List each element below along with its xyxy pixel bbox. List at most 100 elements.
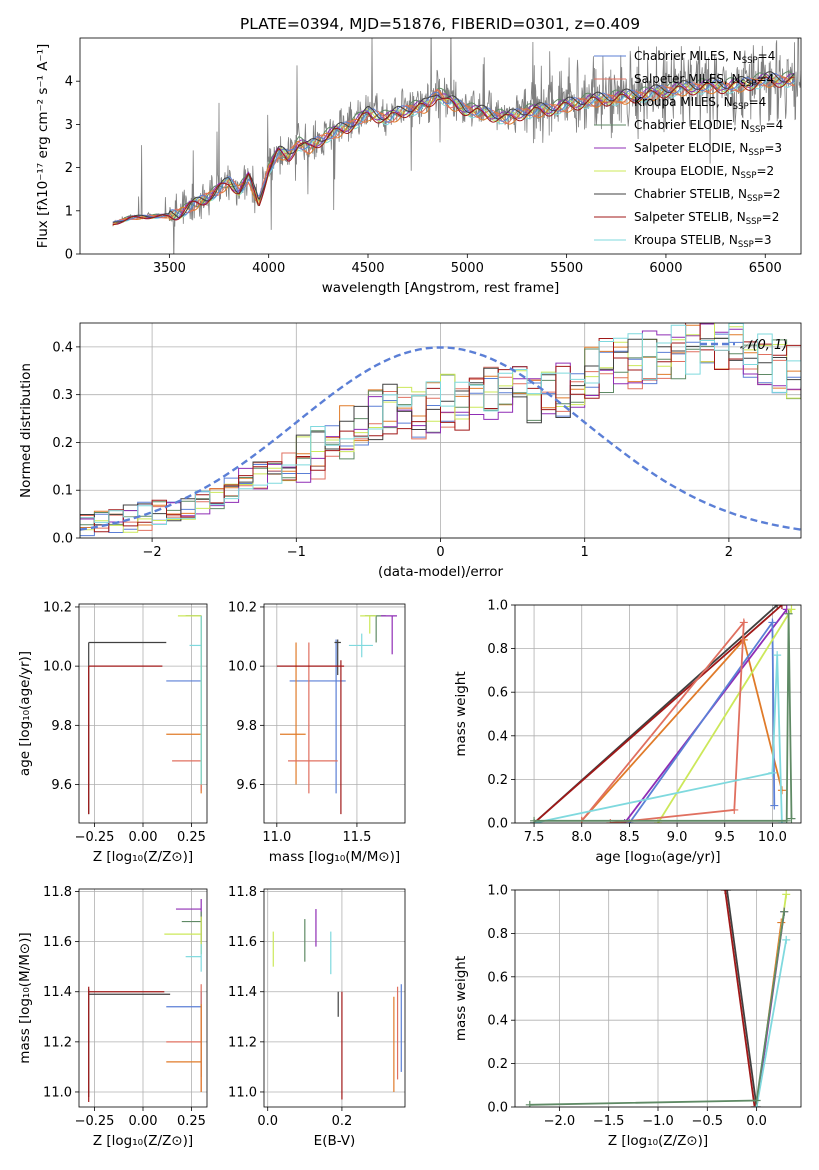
spectrum-legend-label-sub: SSP <box>747 194 763 204</box>
spectrum-legend-label-tail: =4 <box>766 118 784 132</box>
mass_vs_Z-ytick-label: 11.8 <box>43 885 72 900</box>
residuals-frame <box>79 322 802 539</box>
spectrum-legend-label: Chabrier MILES, NSSP=4 <box>634 49 775 66</box>
mass_weight_vs_age-line-salpeter_miles <box>581 619 745 823</box>
mass_weight_vs_Z-xtick-label: −2.0 <box>544 1114 576 1129</box>
spectrum-legend-label-tail: =3 <box>754 233 772 247</box>
mass_weight_vs_age-xtick-label: 9.0 <box>667 830 688 845</box>
mass_weight_vs_Z-ytick-label: 1.0 <box>487 884 508 899</box>
age_vs_Z-frame <box>78 603 208 824</box>
mass_weight_vs_age-ytick-label: 0.6 <box>487 686 508 701</box>
mass_weight_vs_Z-marker-chabrier_elodie <box>780 907 789 916</box>
residual-histogram-chabrier_miles <box>80 333 801 538</box>
spectrum-legend-label-tail: =2 <box>756 164 774 178</box>
spectrum-model-line-chabrier_stelib <box>112 71 795 223</box>
residual-histogram-kroupa_miles <box>80 324 801 538</box>
mass_weight_vs_age-marker-chabrier_elodie <box>787 814 796 823</box>
age_vs_Z-ytick-label: 9.8 <box>51 719 72 734</box>
mass_weight_vs_age-marker-chabrier_miles <box>768 618 777 627</box>
spectrum-legend-label-tail: =2 <box>762 210 780 224</box>
spectrum-legend-label-base: Chabrier STELIB, N <box>634 187 747 201</box>
mass_vs_ebv-ytick-label: 11.4 <box>228 985 257 1000</box>
mass_weight_vs_age-xtick-label: 7.5 <box>524 830 545 845</box>
age_vs_mass-xtick-label: 11.5 <box>342 830 371 845</box>
residuals-plot-area <box>80 323 801 538</box>
mass_vs_Z-xtick-label: −0.25 <box>75 1114 115 1129</box>
mass_weight_vs_age-marker-chabrier_miles <box>770 801 779 810</box>
mass_weight_vs_Z-marker-chabrier_elodie <box>752 1096 761 1105</box>
age_vs_mass-ytick-label: 9.6 <box>236 778 257 793</box>
mass_vs_Z-xtick-label: 0.25 <box>177 1114 206 1129</box>
mass_weight_vs_Z-xtick-label: −0.5 <box>692 1114 724 1129</box>
spectrum-xtick-label: 5500 <box>550 261 583 276</box>
age_vs_Z-ylabel: age [log₁₀(age/yr)] <box>17 651 33 776</box>
spectrum-legend-label: Salpeter ELODIE, NSSP=3 <box>634 141 782 158</box>
residuals-xtick-label: 1 <box>581 545 589 560</box>
mass_weight_vs_Z-plot-area <box>525 890 791 1107</box>
mass_weight_vs_age-xtick-label: 8.5 <box>619 830 640 845</box>
spectrum-legend-label-sub: SSP <box>750 125 766 135</box>
mass_weight_vs_age-marker-salpeter_miles <box>730 805 739 814</box>
mass_weight_vs_Z-panel: −2.0 −1.5 −1.0 −0.5 0.0 0.0 0.2 0.4 0.6 0.8 1.0 Z [… <box>453 884 802 1149</box>
mass_weight_vs_age-marker-kroupa_stelib <box>773 651 782 660</box>
mass_weight_vs_Z-xtick-label: 0.0 <box>746 1114 767 1129</box>
spectrum-xtick-label: 6000 <box>649 261 682 276</box>
spectrum-legend-label-tail: =4 <box>756 72 774 86</box>
age_vs_mass-ytick-label: 10.2 <box>228 600 257 615</box>
mass_vs_ebv-ytick-label: 11.8 <box>228 885 257 900</box>
mass_weight_vs_age-marker-kroupa_elodie <box>787 605 796 614</box>
residuals-ytick-label: 0.0 <box>52 532 73 547</box>
spectrum-legend-label-base: Salpeter MILES, N <box>634 72 741 86</box>
spectrum-legend-label-base: Chabrier MILES, N <box>634 49 742 63</box>
mass_vs_ebv-frame <box>263 888 406 1108</box>
spectrum-ytick-label: 0 <box>65 248 73 263</box>
residual-histogram-salpeter_miles <box>80 323 801 538</box>
spectrum-legend-label: Salpeter MILES, NSSP=4 <box>634 72 774 89</box>
age_vs_Z-plot-area <box>88 615 202 815</box>
mass_weight_vs_age-xlabel: age [log₁₀(age/yr)] <box>595 849 720 865</box>
spectrum-legend-label: Chabrier ELODIE, NSSP=4 <box>634 118 783 135</box>
mass_weight_vs_age-plot-area <box>530 605 796 823</box>
age_vs_Z-ytick-label: 9.6 <box>51 778 72 793</box>
spectrum-ytick-label: 4 <box>65 75 73 90</box>
spectrum-legend-label-tail: =2 <box>763 187 781 201</box>
residuals-xtick-label: −2 <box>143 545 162 560</box>
age_vs_mass-ytick-label: 10.0 <box>228 660 257 675</box>
spectrum-ytick-label: 2 <box>65 161 73 176</box>
mass_weight_vs_age-xtick-label: 9.5 <box>714 830 735 845</box>
mass_vs_Z-ytick-label: 11.0 <box>43 1085 72 1100</box>
gaussian-legend-label: 𝒩(0, 1) <box>740 338 787 353</box>
mass_vs_ebv-ytick-label: 11.6 <box>228 935 257 950</box>
residuals-ytick-label: 0.2 <box>52 436 73 451</box>
spectrum-legend-label-tail: =4 <box>758 49 776 63</box>
residual-histogram-chabrier_stelib <box>80 337 801 538</box>
spectrum-model-line-kroupa_miles <box>112 76 795 226</box>
spectrum-xtick-label: 3500 <box>153 261 186 276</box>
spectrum-xtick-label: 6500 <box>749 261 782 276</box>
mass_weight_vs_age-ytick-label: 0.8 <box>487 642 508 657</box>
residual-histogram-salpeter_stelib <box>80 323 801 538</box>
spectrum-legend-label-sub: SSP <box>733 102 749 112</box>
mass_weight_vs_age-line-kroupa_stelib <box>533 655 783 823</box>
spectrum-plot-area <box>112 38 801 254</box>
age_vs_Z-panel: −0.25 0.00 0.25 9.6 9.8 10.0 10.2 Z [log₁₀(Z/Z⊙… <box>17 600 208 865</box>
mass_weight_vs_age-marker-salpeter_miles <box>739 618 748 627</box>
mass_weight_vs_age-xtick-label: 8.0 <box>571 830 592 845</box>
mass_weight_vs_age-line-kroupa_miles <box>581 638 783 822</box>
mass_vs_Z-ylabel: mass [log₁₀(M/M⊙)] <box>17 932 33 1063</box>
spectrum-legend-label-base: Salpeter ELODIE, N <box>634 141 748 155</box>
mass_weight_vs_Z-marker-kroupa_stelib <box>782 935 791 944</box>
spectrum-legend-label-tail: =3 <box>764 141 782 155</box>
mass_vs_Z-panel: −0.25 0.00 0.25 11.0 11.2 11.4 11.6 11.8 Z [log₁… <box>17 885 208 1149</box>
spectrum-xtick-label: 4500 <box>351 261 384 276</box>
age_vs_Z-ytick-label: 10.2 <box>43 600 72 615</box>
spectrum-legend-label-sub: SSP <box>741 79 757 89</box>
mass_weight_vs_Z-ytick-label: 0.8 <box>487 927 508 942</box>
mass_vs_Z-xlabel: Z [log₁₀(Z/Z⊙)] <box>93 1133 193 1149</box>
spectrum-legend-label-tail: =4 <box>749 95 767 109</box>
mass_weight_vs_Z-marker-salpeter_stelib <box>750 1103 759 1107</box>
mass_weight_vs_Z-ytick-label: 0.4 <box>487 1014 508 1029</box>
age_vs_mass-xlabel: mass [log₁₀(M/M⊙)] <box>269 849 400 865</box>
mass_weight_vs_Z-marker-kroupa_elodie <box>782 890 791 899</box>
